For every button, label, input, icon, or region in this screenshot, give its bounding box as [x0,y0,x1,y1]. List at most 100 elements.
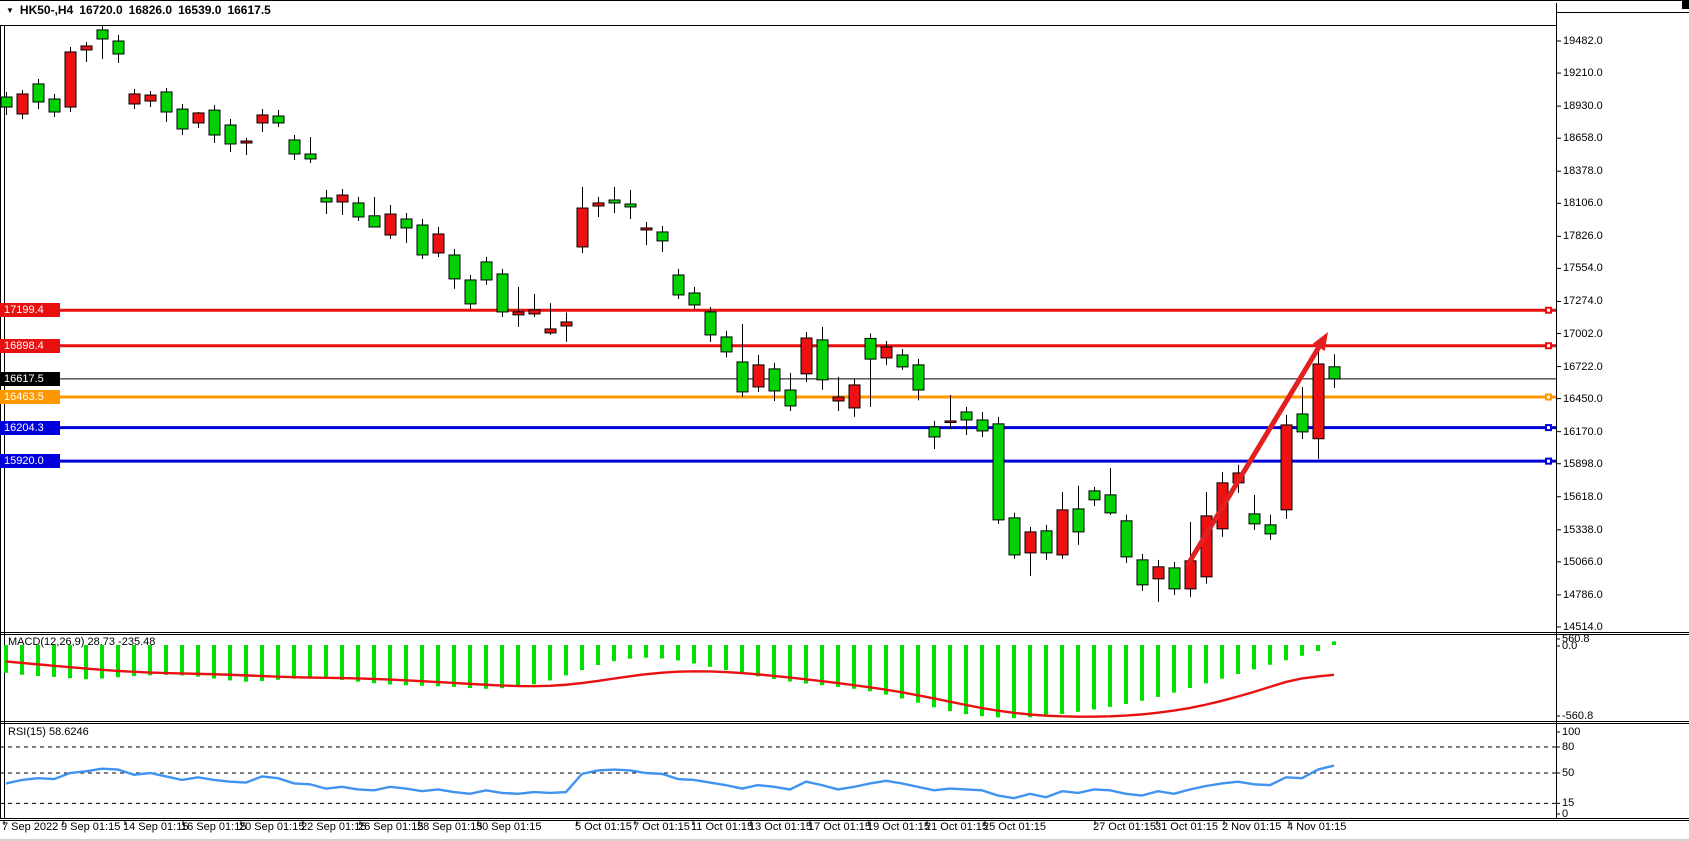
candle-body [848,384,861,409]
macd-histogram-bar [52,645,56,677]
macd-axis-label: 0.0 [1562,640,1578,652]
candle-body [96,29,109,40]
candle-body [128,93,141,105]
candle-bull [240,137,253,155]
date-axis-label: 7 Sep 2022 [2,821,59,833]
candle-body [304,153,317,160]
macd-histogram-bar [644,645,648,658]
date-axis-label: 27 Oct 01:15 [1093,821,1156,833]
macd-histogram-bar [516,645,520,687]
quote-open-value: 16720.0 [79,3,123,17]
candle-body [1120,520,1133,558]
symbol-dropdown-icon[interactable]: ▼ [6,5,14,15]
macd-histogram-bar [1220,645,1224,679]
candle-bear [448,248,461,289]
candle-bear [496,268,509,318]
price-tick-label: 15898.0 [1563,457,1603,470]
candle-body [320,197,333,203]
macd-histogram-bar [1060,645,1064,714]
candle-bear [1168,561,1181,595]
candle-bull [256,108,269,132]
window-bottom-edge [0,839,1689,841]
macd-histogram-bar [164,645,168,675]
candle-bull [544,303,557,335]
candle-body [896,354,909,368]
macd-histogram-bar [996,645,1000,718]
candle-bull [64,47,77,113]
price-tick-label: 18106.0 [1563,197,1603,210]
candle-bear [320,189,333,215]
trend-arrow-line[interactable] [1184,346,1321,568]
trend-arrow-head[interactable] [1312,332,1328,352]
candle-body [256,114,269,124]
price-level-badge[interactable]: 16617.5 [0,371,60,386]
macd-histogram-bar [372,645,376,684]
candle-bear [1120,514,1133,563]
macd-histogram-bar [276,645,280,680]
candle-body [64,51,77,108]
candle-body [1168,567,1181,590]
macd-histogram-bar [388,645,392,685]
candle-bull [800,331,813,382]
candle-bear [672,268,685,299]
candle-body [32,83,45,103]
price-tick-label: 15338.0 [1563,523,1603,536]
date-axis-label: 2 Nov 01:15 [1222,821,1282,833]
macd-histogram-bar [420,645,424,686]
price-level-badge[interactable]: 16463.5 [0,390,60,405]
macd-histogram-bar [324,645,328,679]
price-level-badge[interactable]: 17199.4 [0,303,60,318]
rsi-axis-label: 80 [1562,741,1575,753]
candle-bear [896,348,909,370]
macd-axis-label: -560.8 [1562,710,1594,722]
price-level-badge[interactable]: 15920.0 [0,454,60,469]
macd-histogram-bar [932,645,936,708]
candle-bear [352,196,365,221]
macd-histogram-bar [1092,645,1096,710]
candle-body [416,224,429,256]
macd-histogram-bar [660,645,664,659]
candle-bear [416,218,429,259]
candle-bull [944,394,957,429]
candle-bull [16,89,29,119]
candle-bull [1280,414,1293,519]
price-tick-label: 17554.0 [1563,262,1603,275]
macd-histogram-bar [1156,645,1160,697]
candle-body [432,233,445,254]
candle-bull [848,378,861,417]
date-axis-label: 16 Sep 01:15 [181,821,247,833]
price-level-badge[interactable]: 16898.4 [0,338,60,353]
date-axis-label: 11 Oct 01:15 [691,821,754,833]
candle-body [0,96,13,108]
macd-histogram-bar [708,645,712,667]
candle-body [608,199,621,204]
candle-body [1024,531,1037,554]
candle-body [448,254,461,280]
candle-bear [656,225,669,253]
candle-body [384,213,397,236]
macd-histogram-bar [852,645,856,689]
candle-body [1040,530,1053,554]
price-level-badge[interactable]: 16204.3 [0,420,60,435]
candle-bear [1072,485,1085,545]
candle-body [704,311,717,336]
candle-bear [368,197,381,228]
candle-bull [880,340,893,365]
candle-bear [928,420,941,449]
date-axis-label: 14 Sep 01:15 [123,821,189,833]
candle-body [240,140,253,144]
candle-body [400,218,413,229]
macd-histogram-bar [564,645,568,676]
candle-bear [1104,467,1117,515]
macd-histogram-bar [692,645,696,664]
candle-body [224,124,237,145]
candle-bear [736,323,749,397]
macd-histogram-bar [724,645,728,671]
macd-histogram-bar [740,645,744,674]
macd-histogram-bar [804,645,808,684]
candle-bull [80,41,93,62]
date-axis-label: 17 Oct 01:15 [808,821,871,833]
candle-bear [704,306,717,343]
